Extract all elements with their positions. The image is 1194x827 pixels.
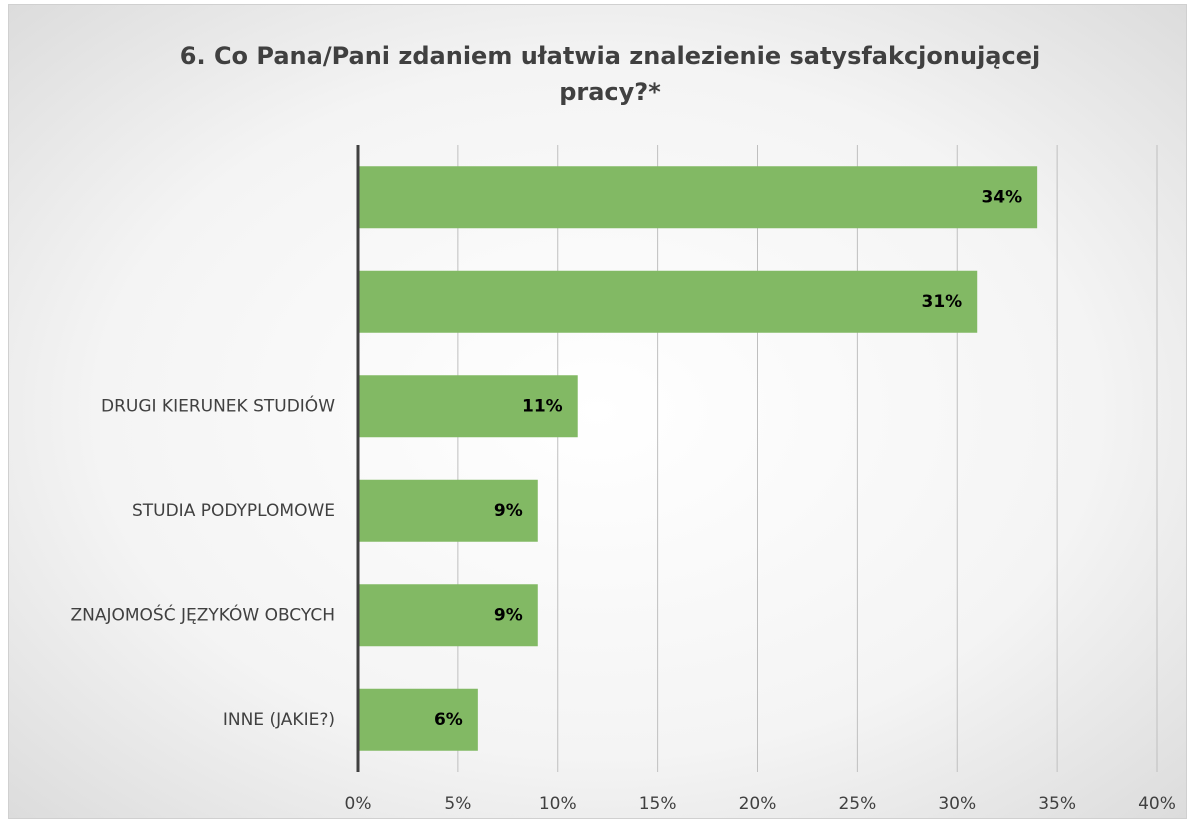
x-tick-label: 15%: [639, 794, 677, 814]
x-tick-label: 35%: [1038, 794, 1076, 814]
bar: [358, 479, 538, 542]
chart-title: 6. Co Pana/Pani zdaniem ułatwia znalezie…: [179, 42, 1041, 106]
value-label: 34%: [981, 187, 1022, 207]
value-label: 9%: [494, 501, 523, 521]
bar: [358, 584, 538, 647]
x-tick-label: 5%: [444, 794, 471, 814]
value-label: 31%: [922, 292, 963, 312]
x-tick-label: 0%: [345, 794, 372, 814]
chart-frame: [8, 4, 1187, 819]
x-tick-label: 20%: [739, 794, 777, 814]
y-tick-label: DRUGI KIERUNEK STUDIÓW: [101, 394, 335, 416]
x-tick-label: 30%: [938, 794, 976, 814]
y-tick-label: ZNAJOMOŚĆ JĘZYKÓW OBCYCH: [70, 603, 335, 625]
bar: [358, 166, 1038, 229]
x-tick-label: 10%: [539, 794, 577, 814]
bar: [358, 688, 478, 751]
x-tick-label: 25%: [838, 794, 876, 814]
x-tick-label: 40%: [1138, 794, 1176, 814]
value-label: 9%: [494, 605, 523, 625]
bar: [358, 375, 578, 438]
value-label: 6%: [434, 710, 463, 730]
value-label: 11%: [522, 396, 563, 416]
y-tick-label: STUDIA PODYPLOMOWE: [132, 501, 335, 521]
bar: [358, 270, 978, 333]
y-tick-label: INNE (JAKIE?): [223, 710, 335, 730]
